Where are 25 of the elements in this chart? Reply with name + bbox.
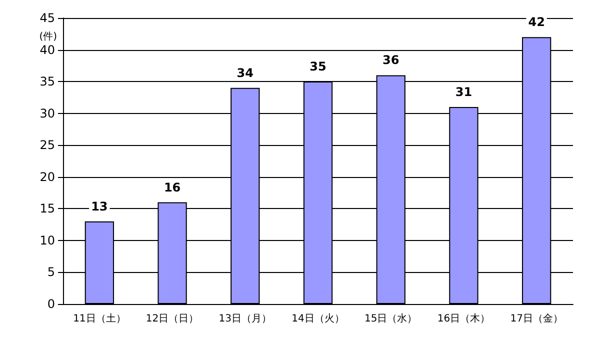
y-tick-label: 35: [40, 74, 55, 89]
y-tick-label: 15: [40, 202, 55, 216]
data-label: 35: [310, 60, 326, 74]
x-tick-label: 13日（月）: [218, 314, 272, 324]
y-tick-label: 25: [40, 138, 55, 152]
y-tick-label: 20: [40, 170, 55, 184]
y-tick-label: 0: [47, 297, 55, 311]
data-label: 31: [455, 84, 472, 99]
x-tick-label: 11日（土）: [73, 312, 126, 324]
y-axis-title: (件): [39, 32, 58, 42]
x-tick-label: 12日（日）: [146, 314, 199, 324]
y-tick-label: 40: [40, 42, 55, 57]
data-label: 36: [382, 53, 400, 68]
y-tick-label: 10: [40, 233, 55, 248]
y-tick-label: 30: [40, 106, 55, 120]
data-label: 42: [528, 15, 545, 30]
y-tick-label: 5: [47, 265, 55, 280]
data-label: 13: [91, 199, 108, 214]
x-tick-label: 16日（木）: [437, 312, 490, 324]
x-tick-label: 15日（水）: [364, 312, 418, 324]
y-tick-label: 45: [40, 11, 55, 25]
x-tick-label: 17日（金）: [510, 312, 563, 324]
x-tick-label: 14日（火）: [292, 312, 344, 324]
data-label: 16: [164, 180, 181, 194]
data-label: 34: [236, 66, 254, 80]
